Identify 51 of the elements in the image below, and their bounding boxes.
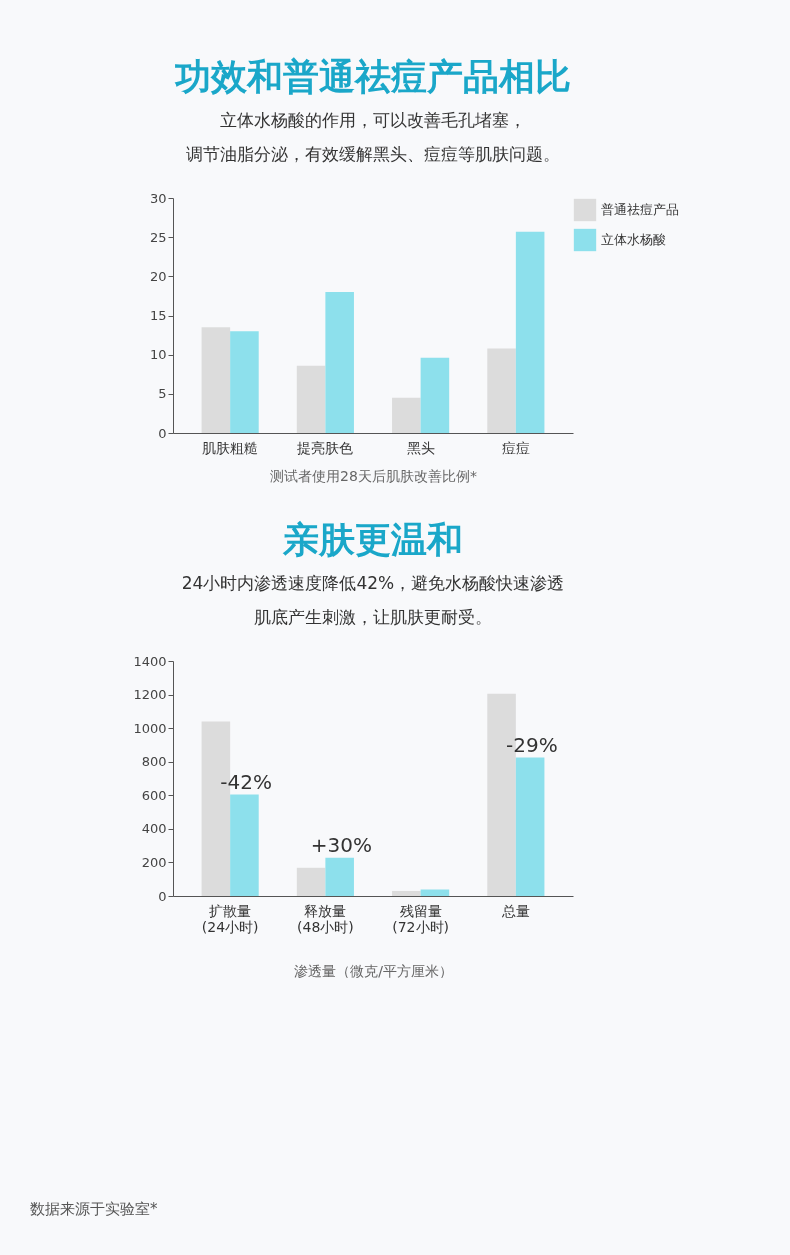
- y-tick-label: 400: [141, 821, 166, 837]
- text: 立体水杨酸的作用，可以改善毛孔堵塞，: [219, 110, 526, 130]
- y-tick-label: 800: [141, 754, 166, 770]
- legend-label: 普通祛痘产品: [600, 202, 679, 217]
- bar: [324, 857, 354, 896]
- x-tick-label: 黑头: [406, 439, 435, 456]
- bar: [391, 397, 421, 433]
- text: 调节油脂分泌，有效缓解黑头、痘痘等肌肤问题。: [185, 144, 560, 164]
- annotation: +30%: [310, 832, 372, 857]
- y-tick-label: 200: [141, 854, 166, 870]
- chart-title: 亲肤更温和: [281, 519, 463, 560]
- y-tick-label: 600: [141, 787, 166, 803]
- bar: [515, 757, 544, 896]
- chart-title: 功效和普通祛痘产品相比: [173, 56, 571, 97]
- y-tick-label: 20: [149, 268, 166, 284]
- x-tick-label: 总量: [500, 902, 530, 919]
- bar: [296, 365, 325, 433]
- text: 数据来源于实验室*: [30, 1200, 158, 1219]
- y-tick-label: 0: [157, 888, 166, 904]
- text: 肌底产生刺激，让肌肤更耐受。: [253, 607, 492, 627]
- annotation: -29%: [505, 732, 558, 757]
- x-tick-label: 肌肤粗糙: [201, 439, 258, 456]
- bar: [296, 867, 325, 896]
- y-tick-label: 30: [149, 190, 166, 206]
- bar: [420, 889, 449, 896]
- x-tick-label: 扩散量 (24小时): [201, 902, 259, 935]
- bar: [515, 231, 544, 433]
- bar: [229, 794, 259, 896]
- text: 24小时内渗透速度降低42%，避免水杨酸快速渗透: [181, 573, 564, 593]
- x-tick-label: 痘痘: [501, 439, 530, 456]
- y-tick-label: 5: [157, 386, 166, 402]
- y-tick-label: 1400: [132, 653, 166, 669]
- y-tick-label: 1000: [132, 720, 166, 736]
- bar: [201, 327, 230, 433]
- bar: [324, 292, 354, 433]
- x-axis-title: 渗透量（微克/平方厘米）: [293, 962, 453, 979]
- y-tick-label: 10: [149, 347, 166, 363]
- bar: [486, 348, 516, 433]
- bar: [391, 890, 421, 896]
- y-tick-label: 15: [149, 308, 166, 323]
- y-tick-label: 1200: [132, 687, 166, 703]
- bar: [420, 357, 449, 433]
- legend-label: 立体水杨酸: [600, 232, 666, 247]
- x-tick-label: 释放量 (48小时): [296, 902, 354, 935]
- x-tick-label: 提亮肤色: [296, 439, 353, 456]
- x-tick-label: 残留量 (72小时): [391, 902, 449, 935]
- y-tick-label: 0: [157, 425, 166, 441]
- annotation: -42%: [219, 769, 272, 794]
- y-tick-label: 25: [149, 229, 166, 245]
- x-axis-title: 测试者使用28天后肌肤改善比例*: [269, 467, 477, 484]
- bar: [229, 331, 259, 433]
